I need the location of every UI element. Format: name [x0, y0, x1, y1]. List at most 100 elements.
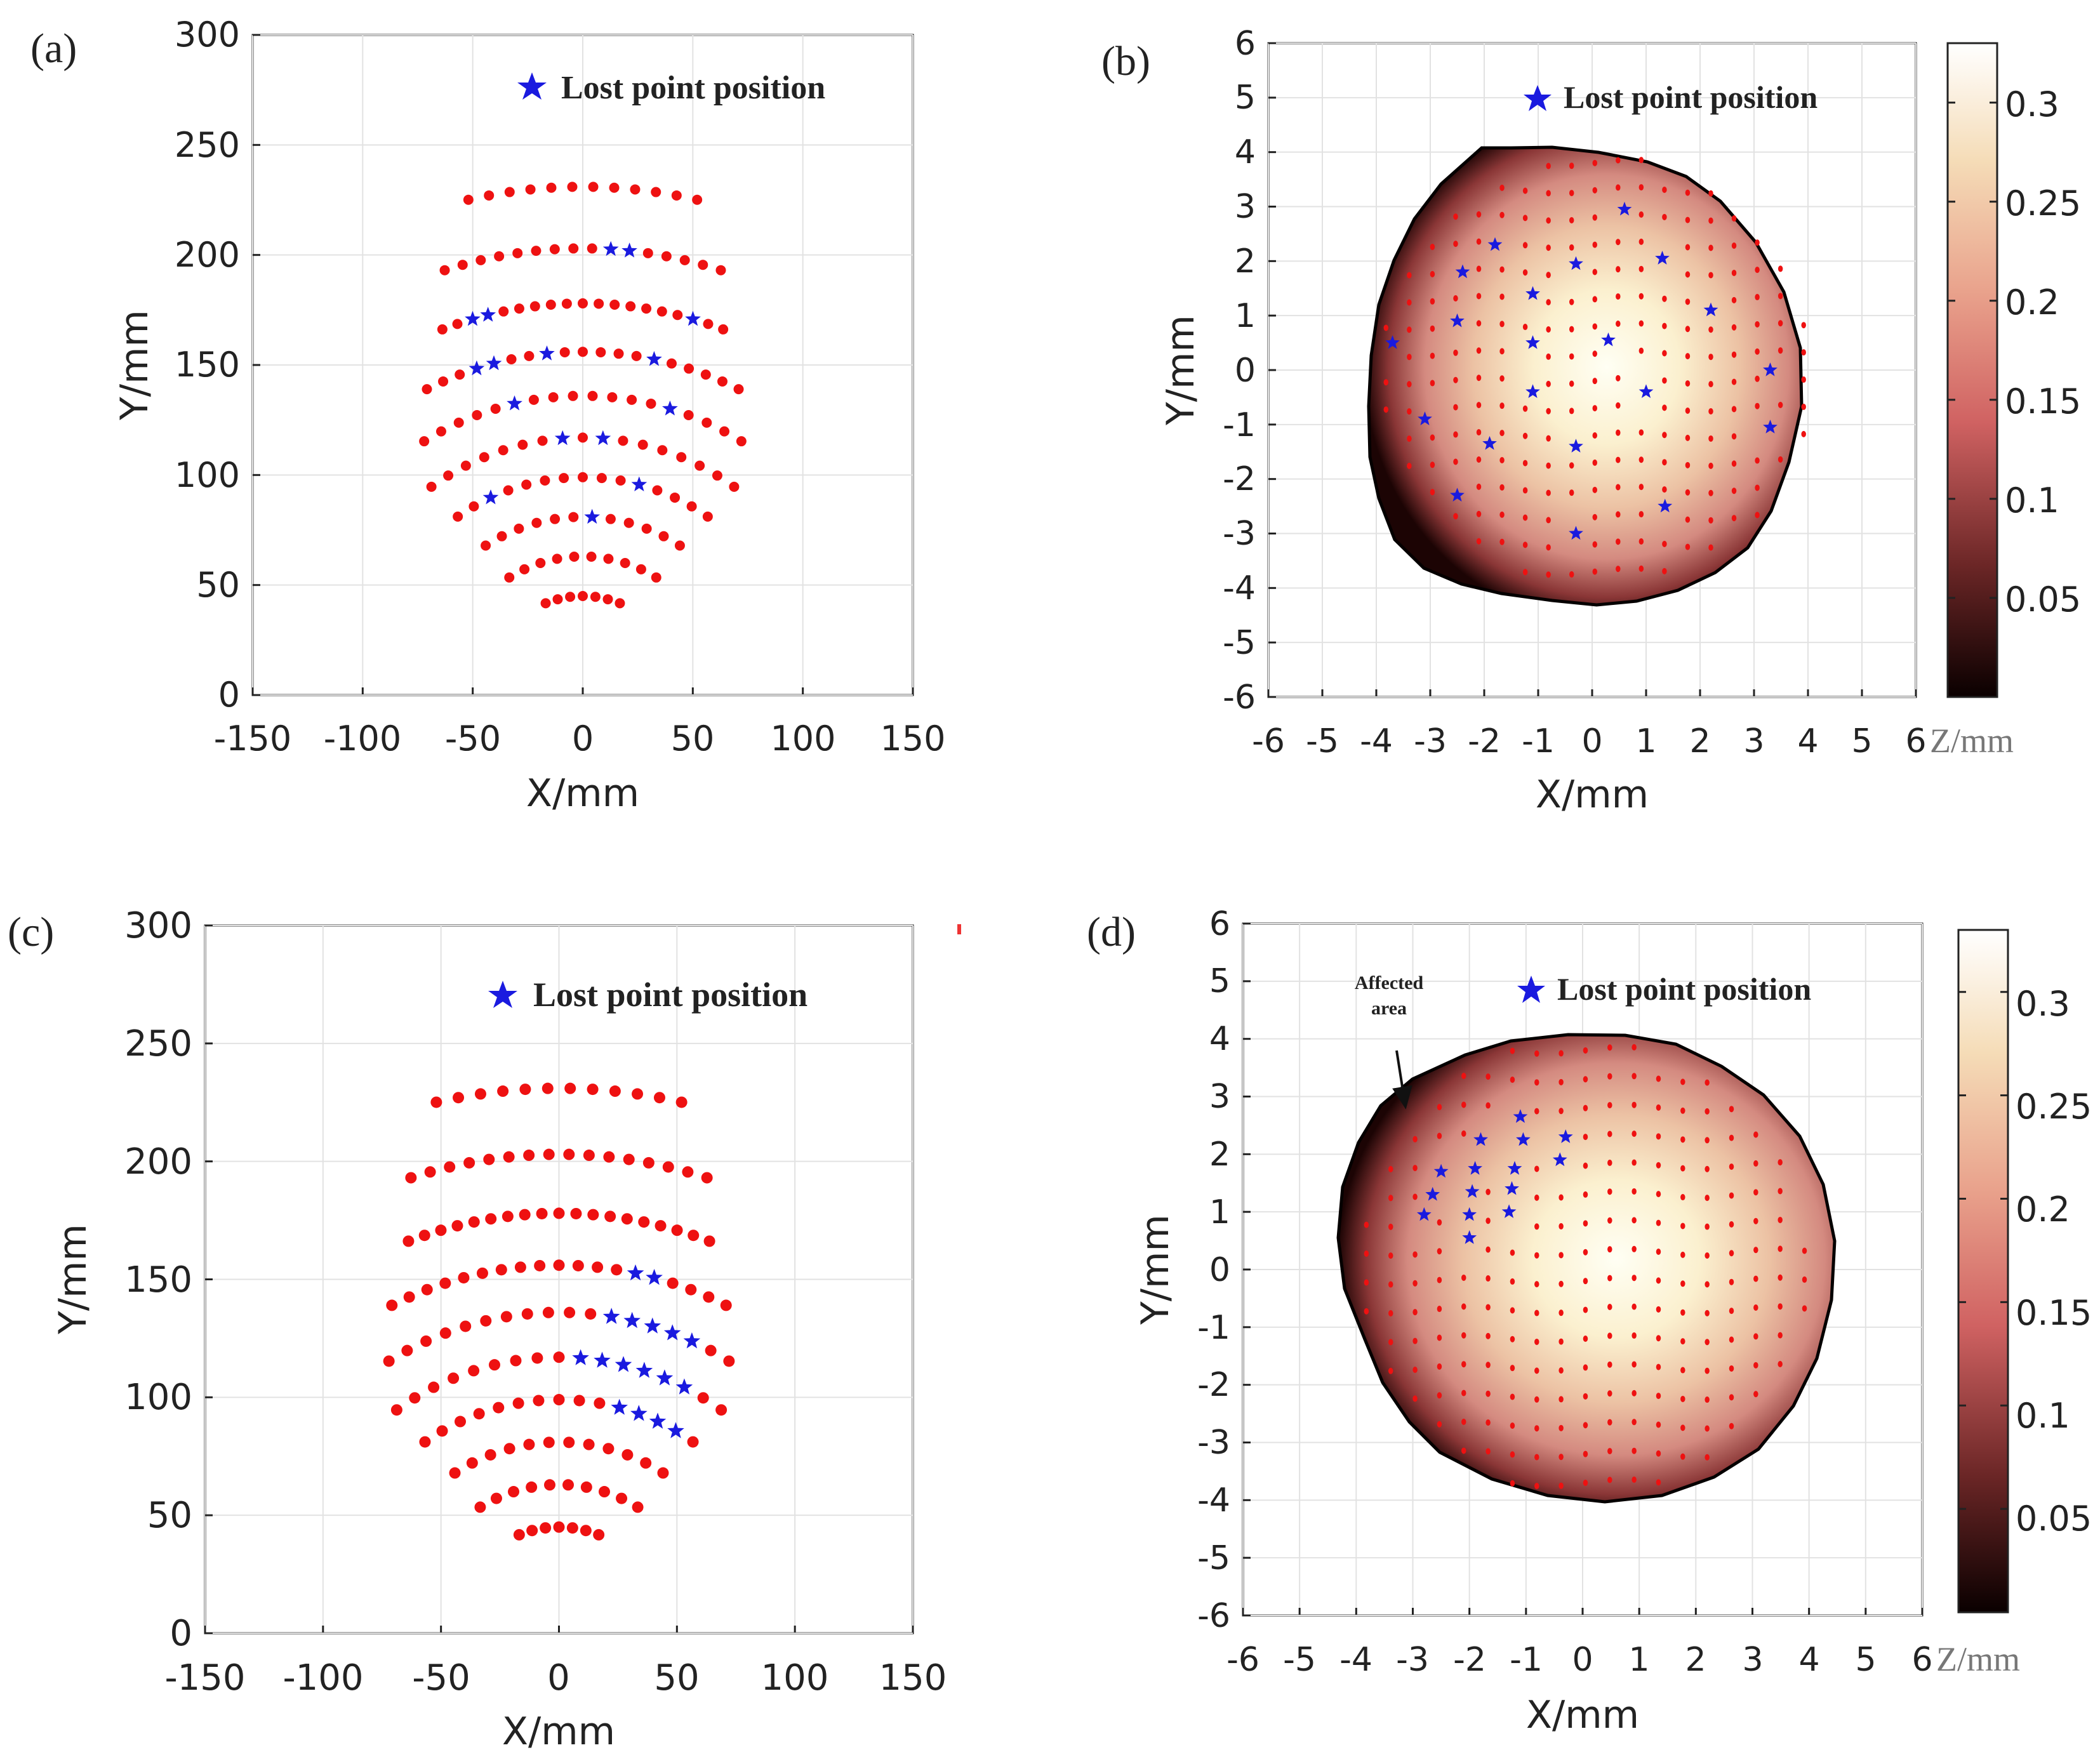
measurement-point: [1729, 1422, 1734, 1429]
measurement-point: [1708, 408, 1713, 415]
measurement-point: [546, 182, 557, 193]
measurement-point: [1778, 1274, 1783, 1281]
measurement-point: [528, 394, 539, 405]
measurement-point: [1412, 1309, 1418, 1316]
measurement-point: [490, 403, 501, 414]
legend-c: Lost point position: [488, 976, 807, 1014]
colorbar-tick-label: 0.2: [2016, 1190, 2070, 1230]
measurement-point: [658, 531, 669, 541]
measurement-point: [613, 348, 624, 359]
measurement-point: [623, 517, 634, 528]
measurement-point: [701, 417, 712, 428]
measurement-point: [1631, 1332, 1637, 1339]
measurement-point: [439, 1277, 451, 1289]
measurement-point: [1569, 408, 1574, 414]
x-axis-label: X/mm: [526, 771, 639, 816]
measurement-point: [1638, 293, 1644, 300]
measurement-point: [1638, 238, 1644, 245]
measurement-point: [1685, 189, 1691, 196]
measurement-point: [676, 452, 687, 463]
measurement-point: [671, 190, 682, 201]
measurement-point: [1778, 456, 1783, 463]
measurement-point: [1437, 1334, 1442, 1341]
measurement-point: [702, 511, 713, 522]
lost-point-star: [1617, 201, 1632, 216]
measurement-point: [469, 501, 479, 512]
measurement-point: [503, 485, 514, 496]
xtick-label: 0: [1581, 722, 1602, 760]
lost-point-star: [635, 1362, 653, 1378]
measurement-point: [1583, 1249, 1588, 1256]
measurement-point: [1407, 463, 1412, 470]
measurement-point: [1607, 1102, 1612, 1109]
measurement-point: [1662, 459, 1667, 466]
measurement-point: [1485, 1217, 1491, 1224]
xtick-label: 150: [880, 719, 945, 759]
panel-b: -6 -5 -4 -3 -2 -1 0 1 2 3 4 5 6 -6 -5 -4…: [1101, 25, 2081, 817]
measurement-point: [1388, 1195, 1393, 1202]
measurement-point: [1729, 1308, 1734, 1315]
measurement-point: [1592, 214, 1597, 221]
measurement-point: [537, 435, 548, 446]
measurement-point: [611, 1264, 623, 1276]
measurement-point: [1631, 1130, 1637, 1137]
measurement-point: [1546, 244, 1551, 251]
measurement-point: [543, 1436, 555, 1449]
measurement-point: [1705, 1309, 1710, 1316]
measurement-point: [563, 1436, 575, 1449]
measurement-point: [1656, 1421, 1661, 1428]
measurement-point: [1607, 1188, 1612, 1195]
measurement-point: [623, 1153, 635, 1165]
lost-point-star: [615, 1356, 632, 1372]
measurement-point: [1778, 347, 1783, 354]
lost-point-star: [685, 310, 701, 326]
legend-star-icon: [517, 72, 547, 100]
measurement-point: [559, 347, 570, 357]
measurement-point: [1755, 348, 1760, 355]
measurement-point: [1499, 402, 1505, 409]
measurement-point: [1607, 1332, 1612, 1339]
measurement-point: [1558, 1454, 1564, 1461]
measurement-point: [641, 523, 652, 534]
measurement-point: [1407, 408, 1412, 415]
measurement-point: [1662, 377, 1667, 384]
xtick-label: -3: [1414, 722, 1447, 760]
colorbar-tick-label: 0.2: [2005, 282, 2059, 322]
measurement-point: [1364, 1221, 1369, 1228]
measurement-point: [452, 319, 463, 329]
measurement-point: [1453, 404, 1458, 411]
measurement-point: [1631, 1389, 1637, 1396]
measurement-point: [583, 1150, 595, 1162]
measurement-point: [615, 598, 625, 609]
measurement-point: [1731, 406, 1737, 413]
legend-label: Lost point position: [533, 976, 807, 1014]
lost-point-star: [656, 1369, 674, 1386]
lost-point-star: [1501, 1204, 1517, 1218]
ytick-label: -1: [1223, 406, 1256, 444]
measurement-point: [1461, 1130, 1466, 1137]
measurement-point: [632, 1501, 644, 1513]
measurement-point: [1753, 1217, 1758, 1224]
measurement-point: [1705, 1425, 1710, 1432]
measurement-point: [1510, 1047, 1515, 1054]
measurement-point: [559, 473, 569, 484]
lost-point-star: [480, 307, 496, 322]
xtick-label: 0: [547, 1657, 570, 1699]
measurement-point: [1453, 458, 1458, 465]
colorbar-gradient: [1946, 42, 1998, 698]
measurement-point: [1534, 1050, 1539, 1057]
measurement-point: [1592, 486, 1597, 493]
measurement-point: [687, 1436, 699, 1448]
xtick-label: 2: [1685, 1641, 1706, 1679]
measurement-point: [484, 190, 495, 201]
lost-point-star: [623, 1311, 641, 1329]
measurement-point: [521, 479, 532, 490]
measurement-point: [1558, 1252, 1564, 1259]
measurement-point: [1485, 1362, 1491, 1369]
measurement-point: [454, 1416, 466, 1428]
measurement-point: [1638, 157, 1644, 164]
measurement-point: [1383, 406, 1389, 413]
measurement-point: [1476, 293, 1482, 300]
measurement-point: [1430, 243, 1435, 250]
lost-point-star: [1482, 435, 1497, 450]
